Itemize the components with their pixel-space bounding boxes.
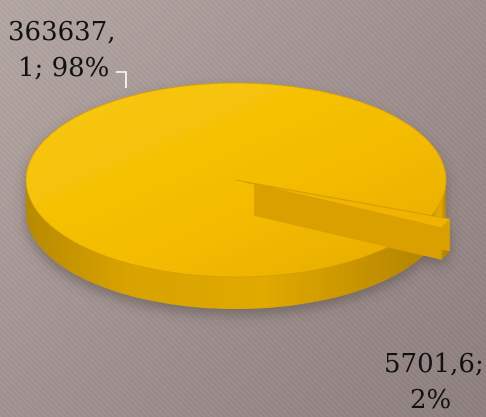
label-large-slice: 363637, 1; 98% [8, 17, 124, 83]
slice-large-top [25, 82, 447, 278]
pie-group [25, 82, 451, 310]
slice-small-top [254, 183, 451, 229]
label-large-line-2: 1; 98% [18, 53, 109, 83]
leader-line-large [116, 71, 127, 88]
slice-large-side [26, 180, 424, 310]
data-labels: 363637, 1; 98% 5701,6; 2% [8, 17, 486, 415]
label-small-slice: 5701,6; 2% [384, 349, 486, 415]
label-small-line-2: 2% [410, 385, 451, 415]
label-large-line-1: 363637, [8, 17, 116, 47]
label-small-line-1: 5701,6; [384, 349, 484, 379]
slice-small-cut-face-1 [254, 183, 442, 260]
